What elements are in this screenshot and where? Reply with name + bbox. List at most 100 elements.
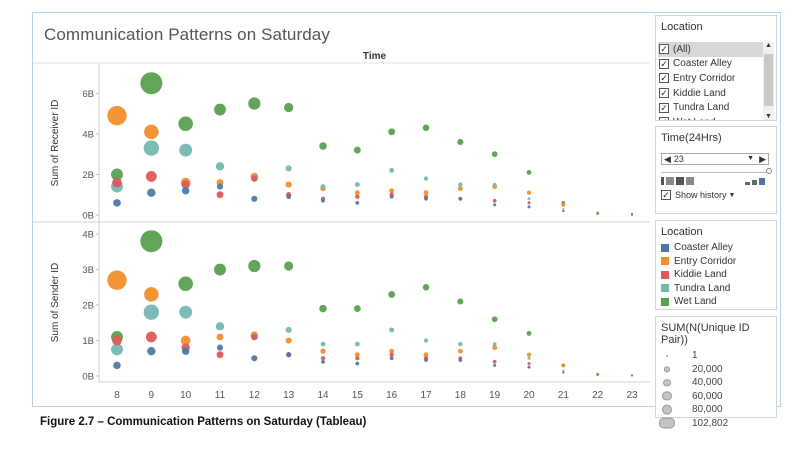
data-point: [389, 167, 395, 173]
data-point: [492, 342, 497, 346]
size-legend-item: 102,802: [656, 417, 776, 431]
data-point: [423, 352, 429, 358]
data-point: [527, 205, 531, 209]
scroll-up-icon[interactable]: ▲: [765, 42, 772, 49]
color-legend-label: Wet Land: [674, 296, 717, 308]
data-point: [491, 316, 498, 323]
data-point: [216, 183, 224, 190]
data-point: [457, 138, 464, 146]
legend-swatch: [661, 257, 669, 266]
data-point: [596, 213, 599, 215]
color-legend-item[interactable]: Entry Corridor: [656, 255, 776, 269]
time-slider[interactable]: [661, 168, 772, 174]
location-filter-item[interactable]: ✓ (All): [658, 42, 766, 57]
checkbox-checked-icon[interactable]: ✓: [659, 117, 669, 120]
data-point: [178, 116, 193, 132]
step-forward-icon[interactable]: [686, 177, 694, 185]
show-history-checkbox[interactable]: ✓: [661, 190, 671, 200]
color-legend-label: Coaster Alley: [674, 242, 733, 254]
color-legend-item[interactable]: Kiddie Land: [656, 268, 776, 282]
data-point: [216, 333, 224, 341]
data-point: [144, 124, 159, 140]
color-legend-item[interactable]: Tundra Land: [656, 282, 776, 296]
x-tick-label: 8: [114, 390, 120, 401]
data-point: [319, 304, 327, 313]
x-tick-label: 20: [523, 390, 535, 401]
location-filter-item[interactable]: ✓ Entry Corridor: [658, 71, 766, 86]
chart-title: Communication Patterns on Saturday: [44, 25, 330, 44]
checkbox-checked-icon[interactable]: ✓: [659, 44, 669, 55]
data-point: [285, 337, 292, 344]
data-point: [354, 352, 360, 358]
color-legend-label: Tundra Land: [674, 282, 731, 294]
x-tick-label: 9: [149, 390, 155, 401]
data-point: [526, 352, 532, 357]
time-slider-handle[interactable]: [766, 168, 772, 174]
location-filter-item[interactable]: ✓ Tundra Land: [658, 100, 766, 115]
y-axis-title: Sum of Sender ID: [50, 263, 61, 342]
data-point: [596, 374, 599, 376]
size-legend-mark: [664, 366, 670, 372]
data-point: [561, 363, 566, 368]
time-select-value: 23: [673, 154, 684, 164]
stop-icon[interactable]: [661, 177, 664, 185]
data-point: [526, 169, 532, 175]
data-point: [388, 290, 396, 298]
location-filter: Location ✓ (All) ✓ Coaster Alley ✓ Entry Corr…: [655, 15, 777, 121]
y-tick-label: 4B: [82, 230, 94, 241]
data-point: [180, 335, 191, 346]
scroll-down-icon[interactable]: ▼: [765, 113, 772, 120]
data-point: [389, 194, 394, 199]
legend-swatch: [661, 243, 669, 252]
checkbox-checked-icon[interactable]: ✓: [659, 58, 669, 69]
data-point: [178, 276, 193, 292]
show-history-toggle[interactable]: ✓ Show history ▼: [661, 190, 735, 200]
location-filter-item[interactable]: ✓ Wet Land: [658, 115, 766, 120]
location-filter-item[interactable]: ✓ Kiddie Land: [658, 86, 766, 101]
size-legend-label: 20,000: [692, 363, 723, 375]
step-back-icon[interactable]: [666, 177, 674, 185]
x-tick-label: 15: [352, 390, 364, 401]
location-filter-item[interactable]: ✓ Coaster Alley: [658, 57, 766, 72]
data-point: [320, 356, 326, 361]
speed-icon[interactable]: [745, 177, 767, 186]
x-tick-label: 17: [420, 390, 432, 401]
data-point: [389, 356, 394, 361]
data-point: [458, 196, 463, 201]
prev-arrow-icon[interactable]: ◀: [664, 154, 671, 164]
next-arrow-icon[interactable]: ▶: [759, 154, 766, 164]
x-tick-label: 19: [489, 390, 501, 401]
size-legend-label: 1: [692, 350, 698, 362]
data-point: [216, 191, 224, 199]
color-legend-items: Coaster Alley Entry Corridor Kiddie Land Tu…: [656, 241, 776, 309]
data-point: [354, 341, 360, 347]
legend-swatch: [661, 270, 669, 279]
color-legend-item[interactable]: Wet Land: [656, 295, 776, 309]
scroll-thumb[interactable]: [764, 54, 773, 106]
size-legend-label: 40,000: [692, 377, 723, 389]
size-legend-label: 80,000: [692, 404, 723, 416]
data-point: [251, 195, 258, 202]
checkbox-checked-icon[interactable]: ✓: [659, 73, 669, 84]
data-point: [285, 181, 292, 188]
dropdown-icon[interactable]: ▼: [747, 155, 754, 162]
x-tick-label: 18: [455, 390, 467, 401]
data-point: [181, 186, 190, 195]
data-point: [492, 198, 497, 203]
play-icon[interactable]: [676, 177, 684, 185]
location-filter-list: ✓ (All) ✓ Coaster Alley ✓ Entry Corridor ✓ Kidd…: [658, 42, 766, 120]
chevron-down-icon[interactable]: ▼: [728, 191, 736, 199]
checkbox-checked-icon[interactable]: ✓: [659, 88, 669, 99]
time-select[interactable]: ◀ 23 ▼ ▶: [661, 153, 769, 165]
checkbox-checked-icon[interactable]: ✓: [659, 102, 669, 113]
x-tick-label: 14: [317, 390, 329, 401]
data-point: [355, 194, 360, 199]
data-point: [181, 180, 190, 189]
data-point: [389, 348, 395, 354]
location-filter-scrollbar[interactable]: ▲ ▼: [763, 42, 774, 120]
data-point: [527, 356, 531, 360]
data-point: [107, 270, 127, 290]
y-tick-label: 1B: [82, 336, 94, 347]
color-legend-item[interactable]: Coaster Alley: [656, 241, 776, 255]
data-point: [248, 259, 261, 273]
